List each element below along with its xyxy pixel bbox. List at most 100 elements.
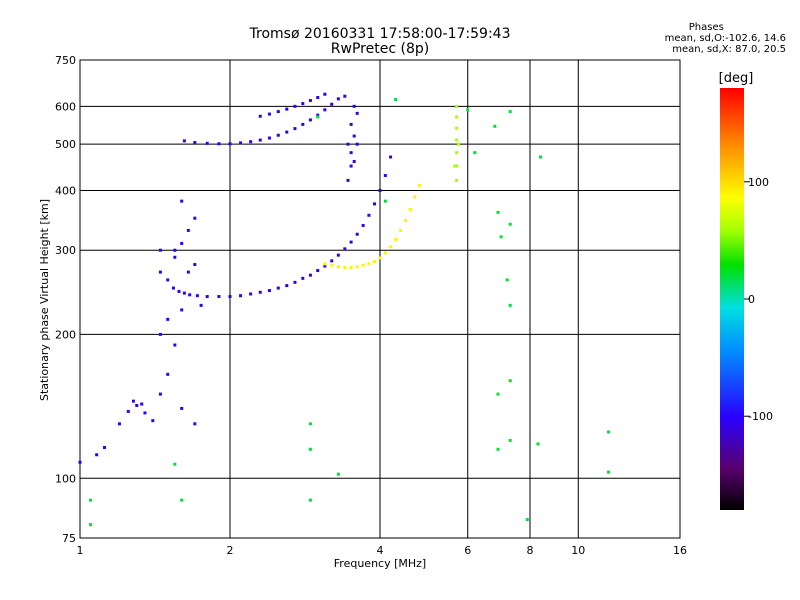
data-point: [508, 303, 512, 307]
data-point: [267, 112, 271, 116]
data-point: [352, 134, 356, 138]
data-point: [536, 442, 540, 446]
data-point: [78, 460, 82, 464]
data-point: [316, 269, 320, 273]
data-point: [293, 104, 297, 108]
data-point: [323, 108, 327, 112]
data-point: [205, 141, 209, 145]
data-point: [330, 263, 334, 267]
data-point: [131, 399, 135, 403]
data-point: [349, 240, 353, 244]
data-point: [466, 108, 470, 112]
data-point: [308, 273, 312, 277]
data-point: [276, 110, 280, 114]
data-point: [205, 295, 209, 299]
y-tick-label: 200: [55, 328, 76, 341]
data-point: [193, 216, 197, 220]
data-point: [473, 151, 477, 155]
data-point: [166, 317, 170, 321]
data-point: [508, 222, 512, 226]
data-point: [455, 115, 459, 119]
title-line-2: RwPretec (8p): [330, 41, 430, 57]
data-point: [308, 118, 312, 122]
data-point: [607, 470, 611, 474]
data-point: [308, 99, 312, 103]
data-point: [383, 173, 387, 177]
data-point: [158, 248, 162, 252]
data-point: [508, 379, 512, 383]
data-point: [343, 266, 347, 270]
data-point: [186, 270, 190, 274]
data-point: [316, 113, 320, 117]
x-axis-label: Frequency [MHz]: [334, 557, 426, 570]
colorbar-label: [deg]: [719, 71, 754, 86]
data-point: [323, 92, 327, 96]
x-tick-label: 16: [673, 544, 687, 557]
data-point: [293, 127, 297, 131]
phases-title: Phases: [688, 22, 724, 33]
data-point: [508, 110, 512, 114]
grid-lines: [80, 60, 680, 538]
x-tick-label: 2: [227, 544, 234, 557]
phases-line-x: mean, sd,X: 87.0, 20.5: [672, 44, 786, 55]
y-axis-label: Stationary phase Virtual Height [km]: [38, 199, 51, 401]
data-point: [607, 430, 611, 434]
data-point: [135, 403, 139, 407]
data-point: [352, 104, 356, 108]
data-point: [336, 97, 340, 101]
data-point: [173, 255, 177, 259]
y-tick-label: 75: [62, 532, 76, 545]
colorbar-ticks: 100 0 -100: [744, 176, 773, 423]
data-point: [180, 498, 184, 502]
data-point: [301, 276, 305, 280]
colorbar-tick-label: -100: [748, 410, 773, 423]
data-point: [249, 292, 253, 296]
data-point: [330, 102, 334, 106]
data-point: [217, 142, 221, 146]
data-point: [267, 136, 271, 140]
data-point: [258, 290, 262, 294]
phases-line-o: mean, sd,O:-102.6, 14.6: [664, 33, 786, 44]
data-point: [349, 266, 353, 270]
x-tick-labels: 1 2 4 6 8 10 16: [77, 544, 688, 557]
data-point: [193, 141, 197, 145]
data-point: [399, 228, 403, 232]
data-point: [323, 262, 327, 266]
data-point: [455, 178, 459, 182]
data-point: [193, 263, 197, 267]
y-tick-label: 750: [55, 54, 76, 67]
data-point: [361, 263, 365, 267]
data-point: [394, 237, 398, 241]
data-point: [389, 155, 393, 159]
data-point: [301, 122, 305, 126]
data-point: [373, 202, 377, 206]
data-point: [180, 199, 184, 203]
data-point: [285, 284, 289, 288]
data-point: [180, 406, 184, 410]
data-point: [355, 142, 359, 146]
data-point: [117, 422, 121, 426]
data-point: [177, 289, 181, 293]
scatter-marks: [78, 92, 611, 527]
data-point: [336, 472, 340, 476]
data-point: [173, 462, 177, 466]
colorbar-tick-label: 100: [748, 176, 769, 189]
data-point: [496, 447, 500, 451]
x-tick-label: 1: [77, 544, 84, 557]
data-point: [199, 303, 203, 307]
data-point: [499, 235, 503, 239]
data-point: [383, 199, 387, 203]
data-point: [508, 438, 512, 442]
data-point: [455, 164, 459, 168]
data-point: [182, 139, 186, 143]
data-point: [308, 447, 312, 451]
chart-title: Tromsø 20160331 17:58:00-17:59:43 RwPret…: [80, 27, 680, 57]
data-point: [140, 402, 144, 406]
data-point: [217, 295, 221, 299]
data-point: [539, 155, 543, 159]
data-point: [336, 265, 340, 269]
data-point: [346, 142, 350, 146]
data-point: [186, 228, 190, 232]
data-point: [188, 293, 192, 297]
